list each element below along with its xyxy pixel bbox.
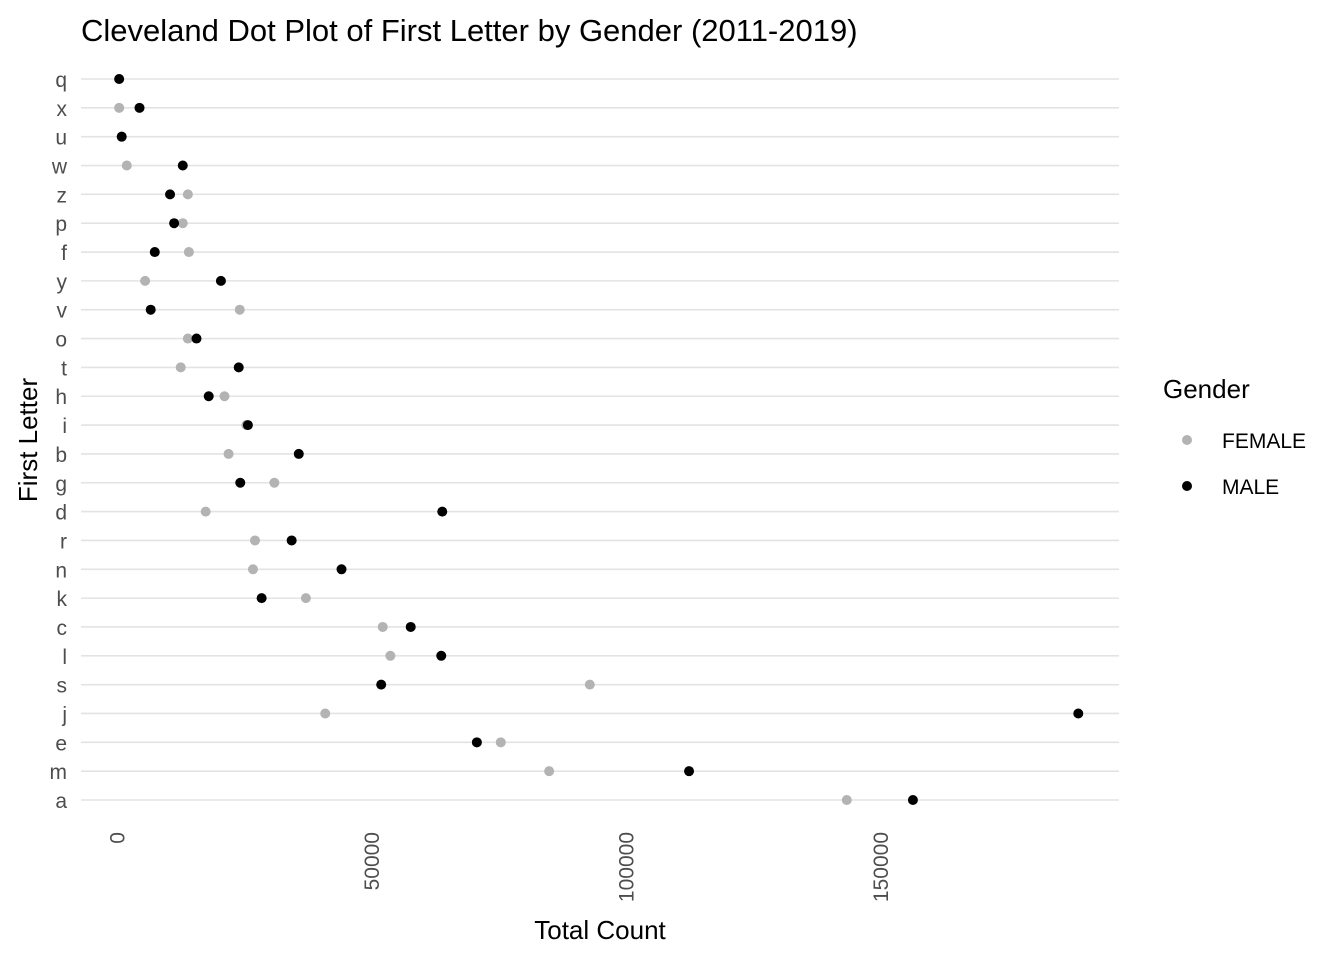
point-female-o [182,333,193,344]
point-male-u [116,131,127,142]
x-axis-title: Total Count [534,915,666,945]
y-tick-label-x: x [57,98,68,121]
point-female-r [250,535,261,546]
point-female-f [183,247,194,258]
legend-key-male [1182,481,1192,491]
point-female-v [234,304,245,315]
point-female-x [114,102,125,113]
y-tick-label-n: n [55,559,67,582]
point-female-k [300,593,311,604]
y-tick-label-i: i [62,415,67,438]
x-tick-label-50000: 50000 [361,832,384,890]
point-female-t [175,362,186,373]
y-tick-label-p: p [55,213,67,236]
y-tick-label-m: m [50,761,68,784]
legend-key-female [1182,435,1192,445]
point-female-m [544,766,555,777]
y-tick-label-c: c [57,617,68,640]
data-points [114,74,1084,805]
point-male-l [436,650,447,661]
x-tick-label-150000: 150000 [870,832,893,902]
y-tick-label-j: j [61,703,67,726]
legend-label-male: MALE [1222,476,1279,499]
y-tick-label-v: v [57,300,68,323]
y-tick-label-d: d [55,502,67,525]
legend-title: Gender [1163,374,1250,404]
y-tick-label-f: f [61,242,67,265]
y-tick-label-r: r [60,530,67,553]
point-male-o [191,333,202,344]
point-male-g [235,477,246,488]
y-tick-label-a: a [55,790,67,813]
point-male-r [286,535,297,546]
point-male-k [256,593,267,604]
point-male-w [177,160,188,171]
point-female-p [177,218,188,229]
point-female-h [219,391,230,402]
point-male-b [293,448,304,459]
point-male-j [1073,708,1084,719]
point-male-z [165,189,176,200]
y-tick-label-z: z [57,184,68,207]
point-male-i [242,420,253,431]
y-tick-label-o: o [55,329,67,352]
point-male-a [907,795,918,805]
point-male-e [471,737,482,748]
point-male-d [437,506,448,517]
point-female-z [182,189,193,200]
point-male-m [684,766,695,777]
x-tick-label-100000: 100000 [615,832,638,902]
point-male-v [145,304,156,315]
y-tick-label-u: u [55,127,67,150]
legend-label-female: FEMALE [1222,430,1306,453]
y-tick-label-e: e [55,732,67,755]
x-axis-tick-labels: 0 50000 100000 150000 [107,832,893,902]
point-female-l [385,650,396,661]
point-female-a [841,795,852,805]
y-tick-label-h: h [55,386,67,409]
point-female-j [320,708,331,719]
point-male-x [134,102,145,113]
y-tick-label-s: s [57,675,68,698]
chart-title: Cleveland Dot Plot of First Letter by Ge… [81,13,858,48]
point-male-s [376,679,387,690]
point-female-c [377,621,388,632]
y-tick-label-l: l [62,646,67,669]
y-tick-label-b: b [55,444,67,467]
point-female-y [140,275,151,286]
point-male-f [149,247,160,258]
y-tick-label-g: g [55,473,67,496]
point-female-b [223,448,234,459]
point-male-h [203,391,214,402]
y-axis-title: First Letter [13,378,43,503]
y-tick-label-q: q [55,69,67,92]
point-male-y [215,275,226,286]
point-male-n [336,564,347,575]
point-female-n [247,564,258,575]
point-female-d [200,506,211,517]
legend: Gender FEMALE MALE [1163,374,1306,499]
y-tick-label-k: k [57,588,68,611]
point-male-p [169,218,180,229]
x-tick-label-0: 0 [107,832,130,844]
y-tick-label-t: t [61,357,67,380]
point-male-c [405,621,416,632]
point-female-w [121,160,132,171]
point-female-e [495,737,506,748]
gridlines [81,78,1119,801]
y-tick-label-y: y [57,271,68,294]
point-female-g [269,477,280,488]
point-female-s [584,679,595,690]
y-tick-label-w: w [51,156,68,179]
point-male-q [114,74,125,84]
point-male-t [233,362,244,373]
